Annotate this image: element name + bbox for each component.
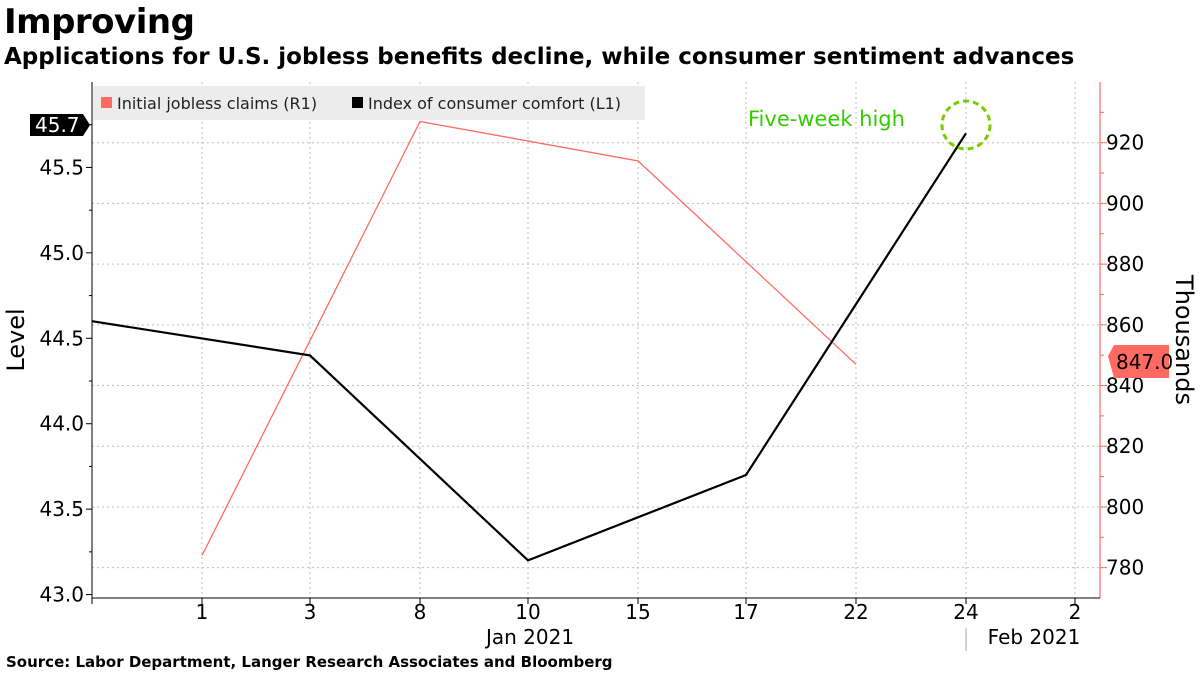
y-tick-left-4: 45.0 [39, 241, 84, 265]
y-tick-left-0: 43.0 [39, 583, 84, 607]
y-tick-right-7: 920 [1106, 131, 1144, 155]
series-line-jobless-claims [201, 120, 857, 556]
x-tick-2: 8 [414, 600, 427, 624]
last-value-tag-right: 847.0 [1108, 345, 1173, 378]
grid-layer [92, 82, 1100, 598]
y-tick-right-2: 820 [1106, 434, 1144, 458]
annotation-highlight-circle [940, 99, 992, 151]
annotation-five-week-high: Five-week high [748, 107, 905, 131]
y-tick-left-1: 43.5 [39, 497, 84, 521]
chart-title: Improving [4, 2, 195, 42]
x-tick-4: 15 [625, 600, 650, 624]
legend-background [93, 86, 645, 120]
y-tick-right-1: 800 [1106, 495, 1144, 519]
x-month-label-feb: Feb 2021 [988, 625, 1081, 649]
source-note: Source: Labor Department, Langer Researc… [6, 653, 613, 671]
x-tick-0: 1 [196, 600, 209, 624]
y-tick-right-0: 780 [1106, 556, 1144, 580]
legend: Initial jobless claims (R1) Index of con… [93, 86, 645, 120]
legend-swatch-jobless-claims [101, 97, 112, 108]
series-layer [91, 120, 967, 562]
series-line-consumer-comfort [91, 132, 967, 562]
last-value-tag-left: 45.7 [30, 113, 90, 137]
x-tick-3: 10 [515, 600, 540, 624]
y-tick-right-6: 900 [1106, 191, 1144, 215]
y-axis-right-title: Thousands [1170, 274, 1198, 405]
y-tick-left-5: 45.5 [39, 155, 84, 179]
y-tick-right-5: 880 [1106, 252, 1144, 276]
last-value-left: 45.7 [35, 113, 80, 137]
x-tick-1: 3 [304, 600, 317, 624]
legend-swatch-consumer-comfort [352, 97, 363, 108]
legend-label-jobless-claims: Initial jobless claims (R1) [117, 94, 317, 113]
y-tick-right-4: 860 [1106, 313, 1144, 337]
x-tick-7: 24 [953, 600, 978, 624]
x-month-label-jan: Jan 2021 [484, 625, 574, 649]
last-value-right: 847.0 [1116, 350, 1173, 374]
y-tick-left-3: 44.5 [39, 326, 84, 350]
x-tick-5: 17 [733, 600, 758, 624]
y-tick-left-2: 44.0 [39, 412, 84, 436]
legend-label-consumer-comfort: Index of consumer comfort (L1) [368, 94, 621, 113]
x-tick-8: 2 [1069, 600, 1082, 624]
x-tick-6: 22 [843, 600, 868, 624]
y-axis-left-title: Level [2, 308, 30, 371]
chart-subtitle: Applications for U.S. jobless benefits d… [4, 44, 1075, 70]
